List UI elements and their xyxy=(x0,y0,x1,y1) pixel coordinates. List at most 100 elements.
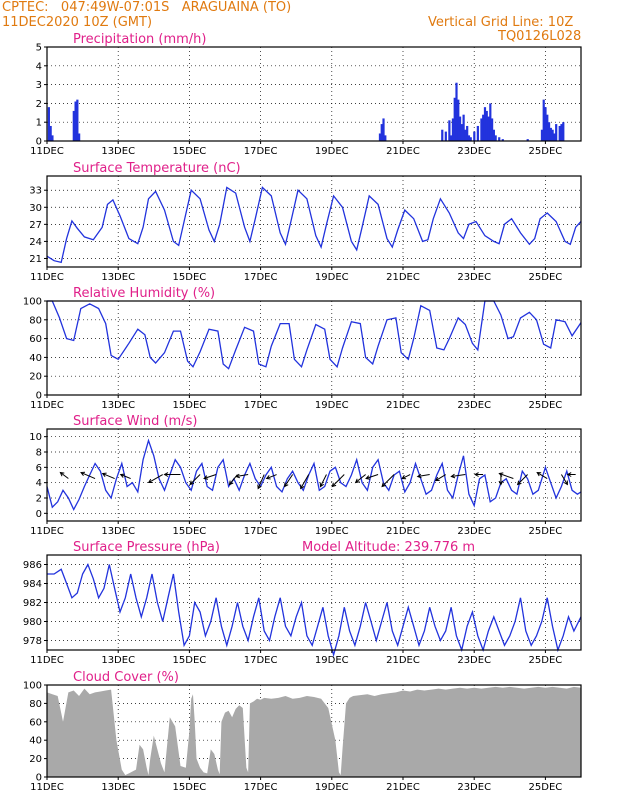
panel-3 xyxy=(44,428,582,524)
precip-bar xyxy=(51,135,54,141)
wind-arrow xyxy=(416,473,430,479)
precip-bar xyxy=(501,139,504,141)
wind-arrow xyxy=(319,474,327,488)
x-tick-label: 15DEC xyxy=(173,655,207,666)
wind-arrow xyxy=(498,472,514,480)
x-tick-label: 19DEC xyxy=(315,526,349,537)
y-tick-label: 80 xyxy=(29,699,42,710)
panel-subtitle: Model Altitude: 239.776 m xyxy=(302,540,475,555)
y-tick-label: 1 xyxy=(36,118,42,129)
precip-bar xyxy=(487,116,490,141)
x-tick-label: 21DEC xyxy=(386,782,420,793)
precip-bar xyxy=(444,131,447,141)
panel-4 xyxy=(44,554,582,658)
wind-arrow xyxy=(59,471,69,479)
y-tick-label: 10 xyxy=(29,432,42,443)
y-tick-label: 0 xyxy=(36,773,42,784)
x-tick-label: 23DEC xyxy=(457,782,491,793)
precip-bar xyxy=(441,129,444,141)
panel-1 xyxy=(44,175,582,270)
y-tick-label: 60 xyxy=(29,334,42,345)
y-tick-label: 27 xyxy=(29,220,42,231)
x-tick-label: 17DEC xyxy=(244,782,278,793)
panel-title: Precipitation (mm/h) xyxy=(73,32,206,47)
x-tick-label: 13DEC xyxy=(101,400,135,411)
wind-arrow xyxy=(235,473,249,479)
wind-arrow xyxy=(331,474,345,488)
y-tick-label: 978 xyxy=(23,636,42,647)
precip-bar xyxy=(76,99,79,141)
x-tick-label: 11DEC xyxy=(30,526,64,537)
x-tick-label: 25DEC xyxy=(529,655,563,666)
precip-bar xyxy=(462,114,465,141)
wind-arrow xyxy=(516,474,528,486)
x-tick-label: 23DEC xyxy=(457,526,491,537)
wind-arrow xyxy=(474,472,484,477)
precip-bar xyxy=(378,133,382,141)
x-tick-label: 19DEC xyxy=(315,782,349,793)
y-tick-label: 0 xyxy=(36,137,42,148)
x-tick-label: 11DEC xyxy=(30,146,64,157)
precip-bar xyxy=(549,127,552,141)
y-tick-label: 100 xyxy=(23,297,42,308)
wind-arrow xyxy=(189,474,201,486)
precip-bar xyxy=(47,107,50,141)
precip-bar xyxy=(546,114,549,141)
precip-bar xyxy=(469,137,472,141)
x-tick-label: 17DEC xyxy=(244,526,278,537)
x-tick-label: 13DEC xyxy=(101,146,135,157)
header-model-code: TQ0126L028 xyxy=(498,29,582,44)
y-tick-label: 8 xyxy=(36,448,42,459)
x-tick-label: 23DEC xyxy=(457,400,491,411)
x-tick-label: 11DEC xyxy=(30,272,64,283)
x-tick-label: 25DEC xyxy=(529,146,563,157)
precip-bar xyxy=(562,122,565,141)
panel-title: Relative Humidity (%) xyxy=(73,286,215,301)
panel-title: Surface Temperature (nC) xyxy=(73,161,241,176)
x-tick-label: 17DEC xyxy=(244,655,278,666)
x-tick-label: 15DEC xyxy=(173,526,207,537)
y-tick-label: 0 xyxy=(36,509,42,520)
x-tick-label: 19DEC xyxy=(315,400,349,411)
precip-bar xyxy=(382,118,385,141)
series-line xyxy=(47,300,582,370)
precip-bar xyxy=(491,118,494,141)
precip-bar xyxy=(455,82,458,141)
panel-frame xyxy=(46,46,582,142)
precip-bar xyxy=(451,118,455,141)
precip-bar xyxy=(551,129,554,141)
header-line1: CPTEC: 047:49W-07:01S ARAGUAINA (TO) xyxy=(2,0,292,15)
precip-bar xyxy=(464,129,467,141)
precip-bar xyxy=(555,124,558,141)
panel-title: Cloud Cover (%) xyxy=(73,670,179,685)
y-tick-label: 20 xyxy=(29,754,42,765)
precip-bar xyxy=(489,103,492,141)
x-tick-label: 21DEC xyxy=(386,272,420,283)
wind-arrow xyxy=(284,474,294,488)
x-tick-label: 21DEC xyxy=(386,146,420,157)
panel-0 xyxy=(44,46,582,144)
precip-bar xyxy=(558,125,561,141)
wind-arrow xyxy=(101,472,115,479)
y-tick-label: 21 xyxy=(29,254,42,265)
y-tick-label: 0 xyxy=(36,391,42,402)
x-tick-label: 15DEC xyxy=(173,782,207,793)
precip-bar xyxy=(544,107,547,141)
wind-arrow xyxy=(257,474,265,490)
precip-bar xyxy=(457,99,460,141)
y-tick-label: 2 xyxy=(36,99,42,110)
wind-arrow xyxy=(300,474,310,490)
precip-bar xyxy=(473,131,476,141)
x-tick-label: 19DEC xyxy=(315,272,349,283)
y-tick-label: 4 xyxy=(36,478,42,489)
precip-bar xyxy=(540,129,544,141)
x-tick-label: 11DEC xyxy=(30,655,64,666)
x-tick-label: 11DEC xyxy=(30,400,64,411)
panel-title: Surface Pressure (hPa) xyxy=(73,540,220,555)
x-tick-label: 23DEC xyxy=(457,146,491,157)
wind-arrow xyxy=(566,472,576,477)
precip-bar xyxy=(49,125,52,141)
x-tick-label: 25DEC xyxy=(529,526,563,537)
x-tick-label: 23DEC xyxy=(457,655,491,666)
